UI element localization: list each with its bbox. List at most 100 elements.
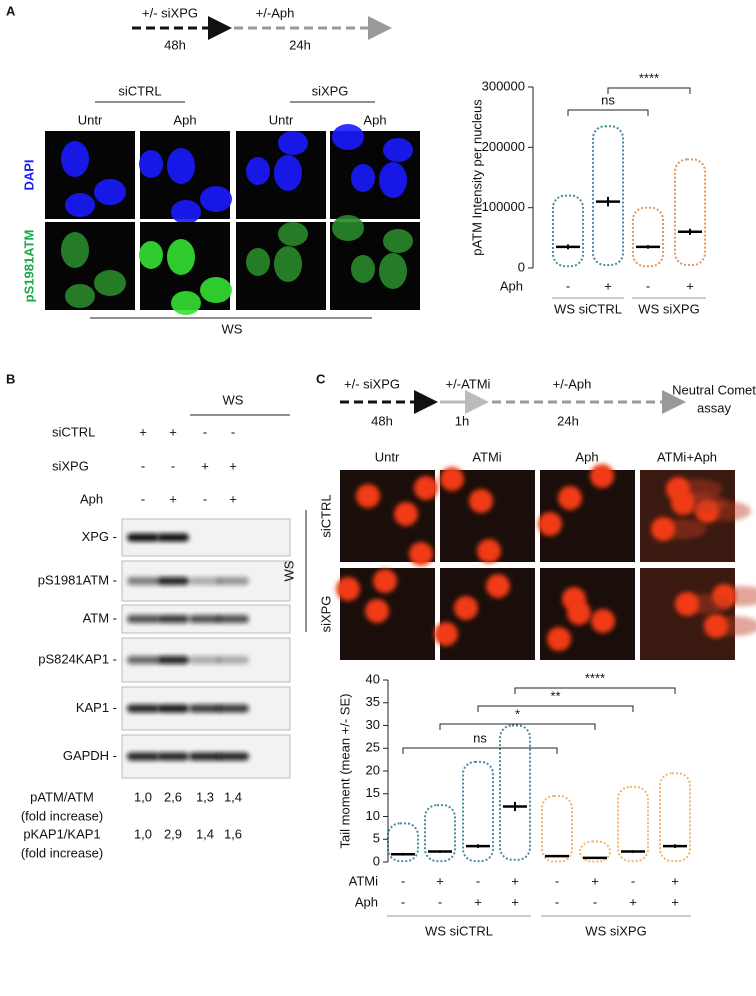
y-tick-label: 300000 xyxy=(482,78,525,93)
significance-label: ** xyxy=(550,688,560,703)
condition-label: Aph xyxy=(80,491,103,506)
comet xyxy=(567,601,591,625)
cell-line: WS xyxy=(223,392,244,407)
y-tick-label: 0 xyxy=(518,259,525,274)
dot-spread xyxy=(387,822,419,863)
significance-bracket xyxy=(607,87,691,94)
condition-sign: + xyxy=(671,894,679,909)
nucleus xyxy=(383,138,413,162)
nucleus xyxy=(61,141,89,177)
condition-sign: + xyxy=(591,873,599,888)
quant-sublabel: (fold increase) xyxy=(21,845,103,860)
band xyxy=(217,656,249,664)
band xyxy=(157,615,189,623)
significance-label: ns xyxy=(601,92,615,107)
legend-label: WS siXPG xyxy=(638,301,699,316)
band xyxy=(127,752,159,761)
condition-label: siXPG xyxy=(52,458,89,473)
column-header: Aph xyxy=(575,449,598,464)
condition-sign: + xyxy=(671,873,679,888)
condition-sign: + xyxy=(229,458,237,473)
nucleus xyxy=(379,253,407,289)
band xyxy=(189,656,221,664)
timeline-time: 24h xyxy=(289,37,311,52)
timeline-time: 48h xyxy=(371,413,393,428)
nucleus xyxy=(200,277,232,303)
condition-sign: + xyxy=(511,873,519,888)
nucleus xyxy=(94,179,126,205)
comet xyxy=(394,502,418,526)
blot-label: KAP1 - xyxy=(76,700,117,715)
band xyxy=(157,752,189,761)
comet xyxy=(671,491,695,515)
condition-sign: - xyxy=(555,873,559,888)
dot-spread xyxy=(659,772,691,863)
condition-sign: + xyxy=(474,894,482,909)
group-header: siCTRL xyxy=(118,83,161,98)
condition-sign: + xyxy=(629,894,637,909)
band xyxy=(189,752,221,761)
comet xyxy=(538,512,562,536)
band xyxy=(157,533,189,542)
significance-bracket xyxy=(514,687,676,694)
condition-sign: - xyxy=(141,491,145,506)
column-header: Aph xyxy=(173,112,196,127)
condition-sign: + xyxy=(686,278,694,293)
cell-line: WS xyxy=(281,560,296,581)
column-header: Untr xyxy=(375,449,400,464)
nucleus xyxy=(274,155,302,191)
y-tick-label: 20 xyxy=(366,762,380,777)
condition-sign: + xyxy=(511,894,519,909)
nucleus xyxy=(351,164,375,192)
band xyxy=(157,656,189,664)
band xyxy=(157,577,189,585)
comet xyxy=(454,596,478,620)
band xyxy=(127,615,159,623)
comet xyxy=(356,484,380,508)
band xyxy=(127,704,159,713)
quant-label: pATM/ATM xyxy=(30,789,94,804)
comet xyxy=(558,486,582,510)
comet xyxy=(414,476,438,500)
timeline-step: +/- siXPG xyxy=(344,376,400,391)
quant-value: 1,0 xyxy=(134,789,152,804)
panel-label: B xyxy=(6,371,15,386)
band xyxy=(189,577,221,585)
comet xyxy=(675,592,699,616)
y-tick-label: 0 xyxy=(373,853,380,868)
y-tick-label: 10 xyxy=(366,808,380,823)
y-tick-label: 15 xyxy=(366,785,380,800)
quant-value: 2,9 xyxy=(164,826,182,841)
band xyxy=(127,656,159,664)
condition-sign: + xyxy=(604,278,612,293)
band xyxy=(217,577,249,585)
nucleus xyxy=(274,246,302,282)
assay-label: assay xyxy=(697,400,731,415)
band xyxy=(127,577,159,585)
y-axis-label: Tail moment (mean +/- SE) xyxy=(337,694,352,849)
comet xyxy=(434,622,458,646)
nucleus xyxy=(246,248,270,276)
significance-bracket xyxy=(567,109,649,116)
row-label: siXPG xyxy=(318,596,333,633)
band xyxy=(157,704,189,713)
nucleus xyxy=(94,270,126,296)
significance-bracket xyxy=(439,723,596,730)
significance-bracket xyxy=(477,705,634,712)
comet xyxy=(365,599,389,623)
condition-label: Aph xyxy=(500,278,523,293)
dot-spread xyxy=(552,194,584,268)
quant-value: 1,3 xyxy=(196,789,214,804)
quant-label: pKAP1/KAP1 xyxy=(23,826,100,841)
comet xyxy=(477,539,501,563)
condition-sign: + xyxy=(169,491,177,506)
quant-value: 1,4 xyxy=(224,789,242,804)
nucleus xyxy=(167,148,195,184)
timeline-time: 1h xyxy=(455,413,469,428)
row-label: pS1981ATM xyxy=(21,230,36,303)
dot-spread xyxy=(592,125,624,266)
condition-sign: - xyxy=(476,873,480,888)
condition-sign: - xyxy=(231,424,235,439)
nucleus xyxy=(61,232,89,268)
